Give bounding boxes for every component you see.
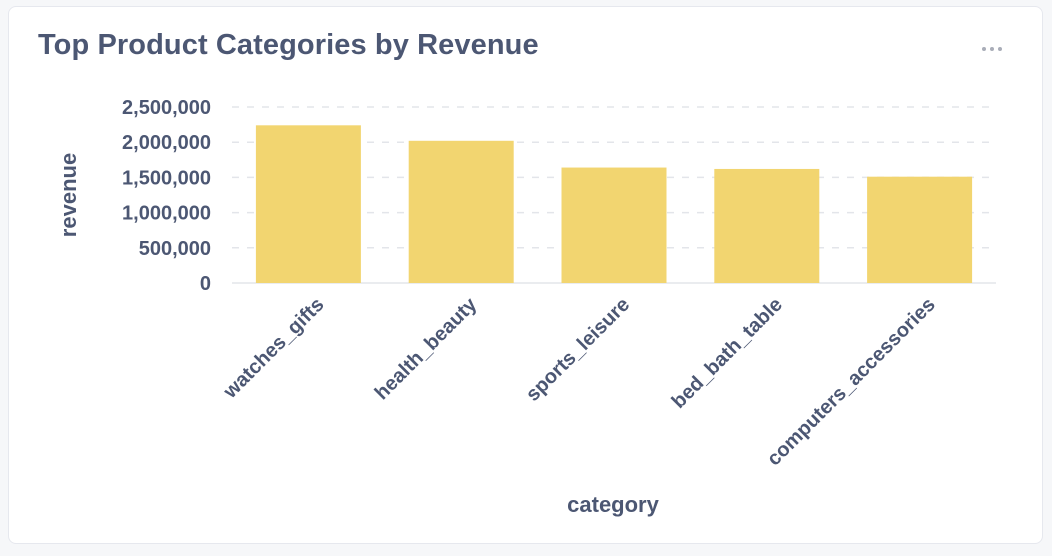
y-tick-label: 0 (200, 273, 211, 295)
y-axis-label: revenue (56, 153, 81, 237)
y-axis-ticks: 0 500,000 1,000,000 1,500,000 2,000,000 2,500… (122, 97, 211, 295)
x-tick-label: bed_bath_table (668, 294, 787, 413)
y-tick-label: 2,500,000 (122, 97, 211, 119)
more-options-button[interactable] (975, 37, 1009, 61)
more-horizontal-icon-dot (998, 47, 1002, 51)
x-axis-label: category (567, 492, 659, 517)
x-tick-label: computers_accessories (763, 294, 940, 471)
bar-bed_bath_table[interactable] (714, 168, 820, 283)
x-tick-label: health_beauty (371, 293, 482, 404)
x-axis-ticks: watches_gifts health_beauty sports_leisure… (219, 293, 940, 470)
bar-health_beauty[interactable] (408, 140, 514, 283)
bars (255, 125, 973, 283)
y-tick-label: 1,500,000 (122, 167, 211, 189)
y-tick-label: 500,000 (139, 238, 211, 260)
bar-sports_leisure[interactable] (561, 167, 667, 283)
y-tick-label: 2,000,000 (122, 132, 211, 154)
more-horizontal-icon (982, 47, 986, 51)
bar-computers_accessories[interactable] (867, 176, 973, 283)
more-horizontal-icon-dot (990, 47, 994, 51)
chart-title: Top Product Categories by Revenue (38, 29, 539, 61)
x-tick-label: sports_leisure (522, 294, 634, 406)
y-tick-label: 1,000,000 (122, 203, 211, 225)
bar-watches_gifts[interactable] (255, 125, 361, 283)
x-tick-label: watches_gifts (219, 294, 329, 404)
